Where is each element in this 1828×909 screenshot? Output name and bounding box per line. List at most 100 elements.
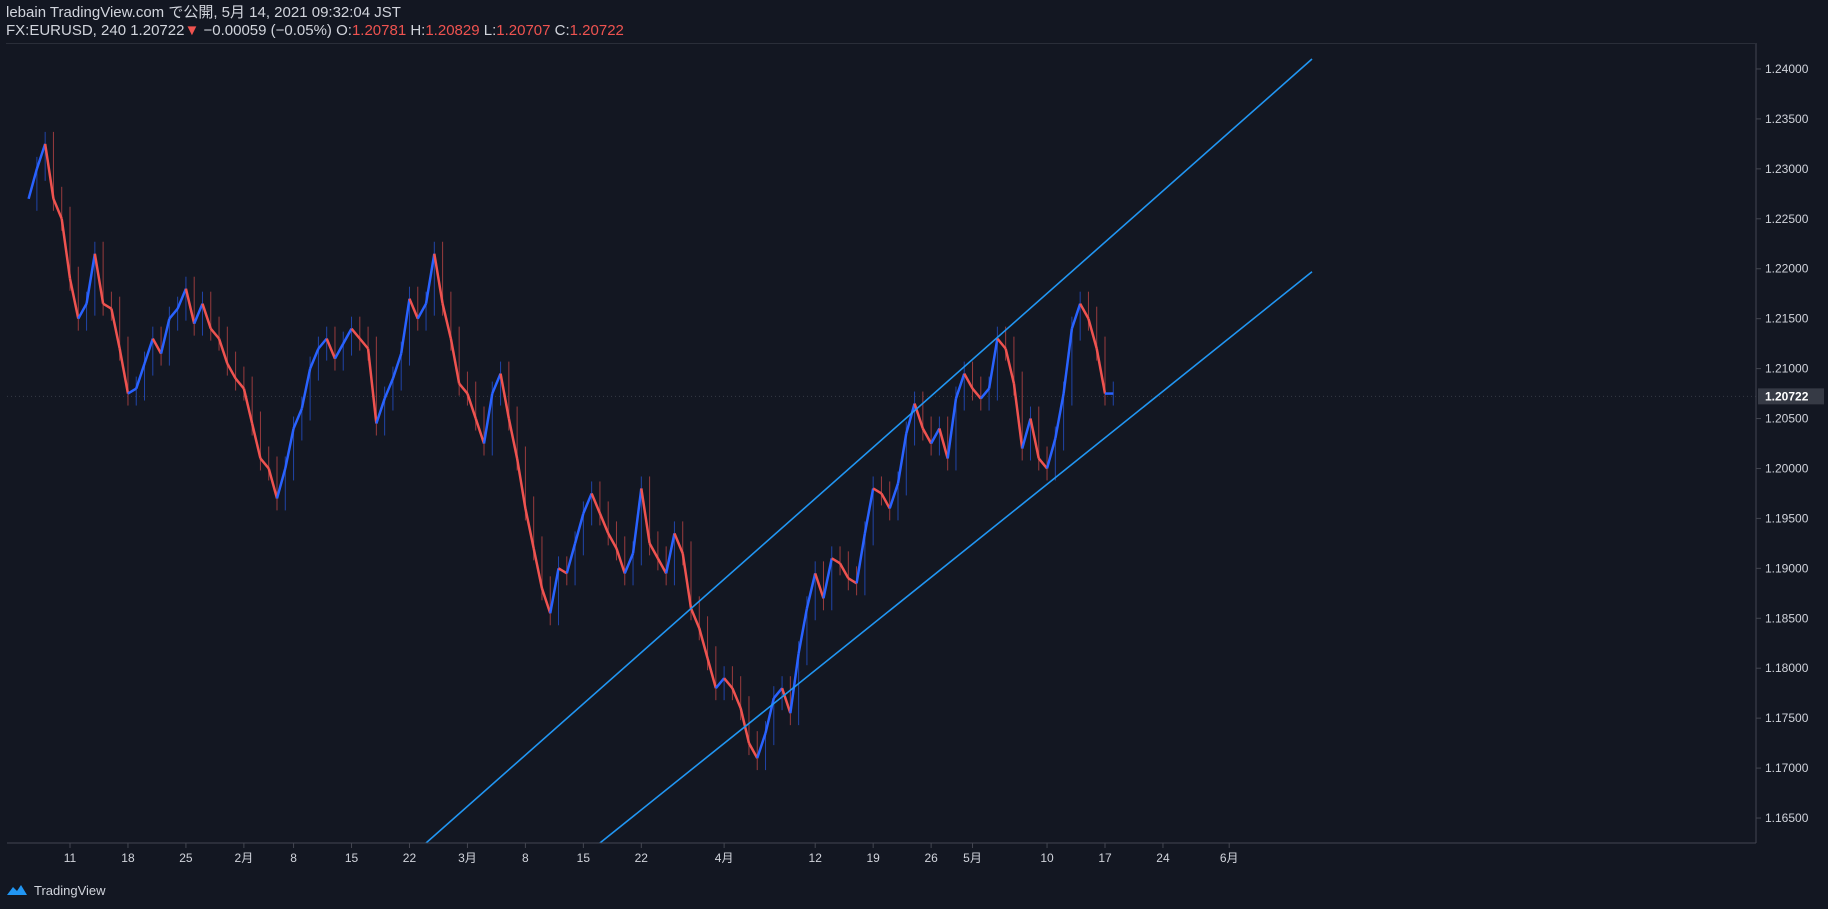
price-segment <box>458 382 469 395</box>
y-tick-label: 1.21500 <box>1765 312 1809 326</box>
price-segment <box>880 492 891 510</box>
y-tick-label: 1.19500 <box>1765 511 1809 525</box>
down-arrow-icon: ▼ <box>184 22 200 39</box>
price-segment <box>350 327 361 340</box>
y-tick-label: 1.16500 <box>1765 811 1809 825</box>
price-segment <box>85 253 97 304</box>
channel-line-1 <box>425 58 1313 843</box>
price-change: −0.00059 (−0.05%) <box>203 22 332 39</box>
price-segment <box>706 657 718 689</box>
price-segment <box>515 458 527 509</box>
price-segment <box>424 253 436 304</box>
price-segment <box>234 377 245 390</box>
price-segment <box>731 687 742 709</box>
price-segment <box>1012 383 1024 449</box>
x-tick-label: 24 <box>1156 851 1170 865</box>
tradingview-logo-icon <box>7 885 27 895</box>
y-tick-label: 1.18500 <box>1765 611 1809 625</box>
price-segment <box>946 398 958 459</box>
x-tick-label: 22 <box>635 851 649 865</box>
price-segment <box>739 707 751 744</box>
price-segment <box>673 532 684 554</box>
price-segment <box>300 368 312 409</box>
price-segment <box>1079 303 1090 320</box>
price-segment <box>383 378 395 400</box>
price-segment <box>954 373 966 399</box>
price-segment <box>375 398 386 424</box>
price-segment <box>499 373 511 419</box>
y-tick-label: 1.20500 <box>1765 412 1809 426</box>
tradingview-brand: TradingView <box>34 882 106 898</box>
last-price-box <box>1758 388 1824 405</box>
price-segment <box>333 343 345 360</box>
low-label: L: <box>483 22 497 39</box>
price-segment <box>68 278 80 319</box>
last-price-label: 1.20722 <box>1765 389 1809 403</box>
price-segment <box>342 328 353 345</box>
price-segment <box>1029 418 1040 459</box>
price-segment <box>1054 393 1065 439</box>
price-segment <box>366 348 378 424</box>
price-segment <box>52 198 63 220</box>
price-segment <box>1004 348 1016 384</box>
price-segment <box>391 353 403 379</box>
high-value: 1.20829 <box>425 22 480 39</box>
price-segment <box>855 533 867 584</box>
price-segment <box>756 732 767 759</box>
price-segment <box>267 468 279 499</box>
y-tick-label: 1.24000 <box>1765 62 1809 76</box>
price-segment <box>325 338 337 360</box>
price-segment <box>308 348 320 370</box>
price-segment <box>491 373 502 395</box>
x-tick-label: 11 <box>64 851 77 865</box>
price-segment <box>930 427 941 445</box>
price-segment <box>938 428 949 459</box>
price-segment <box>474 418 486 444</box>
price-segment <box>250 423 262 459</box>
y-tick-label: 1.23500 <box>1765 112 1809 126</box>
price-segment <box>607 532 618 549</box>
x-tick-label: 3月 <box>458 851 477 865</box>
x-tick-label: 18 <box>121 851 135 865</box>
price-segment <box>656 557 668 574</box>
x-tick-label: 26 <box>924 851 938 865</box>
price-segment <box>441 303 453 339</box>
price-segment <box>524 508 535 549</box>
tradingview-footer[interactable]: TradingView <box>6 880 106 900</box>
price-chart[interactable]: 1.16500 1.17000 1.17500 1.18000 1.18500 1.190… <box>0 0 1828 880</box>
price-axis[interactable]: 1.16500 1.17000 1.17500 1.18000 1.18500 1.190… <box>1755 44 1824 843</box>
x-tick-label: 17 <box>1098 851 1112 865</box>
price-segment <box>193 303 204 325</box>
publish-info: lebain TradingView.com で公開, 5月 14, 2021 … <box>6 4 401 21</box>
price-segment <box>896 433 908 484</box>
price-segment <box>615 547 626 574</box>
y-tick-label: 1.23000 <box>1765 162 1809 176</box>
x-tick-label: 15 <box>345 851 359 865</box>
price-segment <box>1095 348 1107 394</box>
open-value: 1.20781 <box>351 22 407 39</box>
price-segment <box>996 337 1007 350</box>
price-segment <box>789 653 800 714</box>
price-segment <box>590 492 602 514</box>
price-segment <box>549 568 560 614</box>
price-segment <box>664 533 676 574</box>
price-segment <box>689 607 701 629</box>
last-price: 1.20722 <box>130 22 185 39</box>
price-segment <box>159 318 171 354</box>
price-segment <box>714 677 726 689</box>
price-segment <box>598 512 610 534</box>
price-segment <box>764 697 776 734</box>
price-segment <box>242 388 254 424</box>
price-segment <box>971 387 982 400</box>
price-segment <box>648 542 659 559</box>
time-axis[interactable]: 11 18 25 2月 8 15 22 3月 8 15 22 4月 12 19 26 5月 10 17 24 6月 <box>7 842 1756 865</box>
chart-header: lebain TradingView.com で公開, 5月 14, 2021 … <box>6 4 624 40</box>
price-segment <box>780 687 792 714</box>
plot-area[interactable] <box>7 58 1756 843</box>
price-segment <box>532 548 544 589</box>
price-segment <box>399 298 411 354</box>
price-segment <box>43 143 55 199</box>
price-segment <box>723 677 734 689</box>
price-segment <box>698 627 709 659</box>
price-segment <box>507 418 519 459</box>
